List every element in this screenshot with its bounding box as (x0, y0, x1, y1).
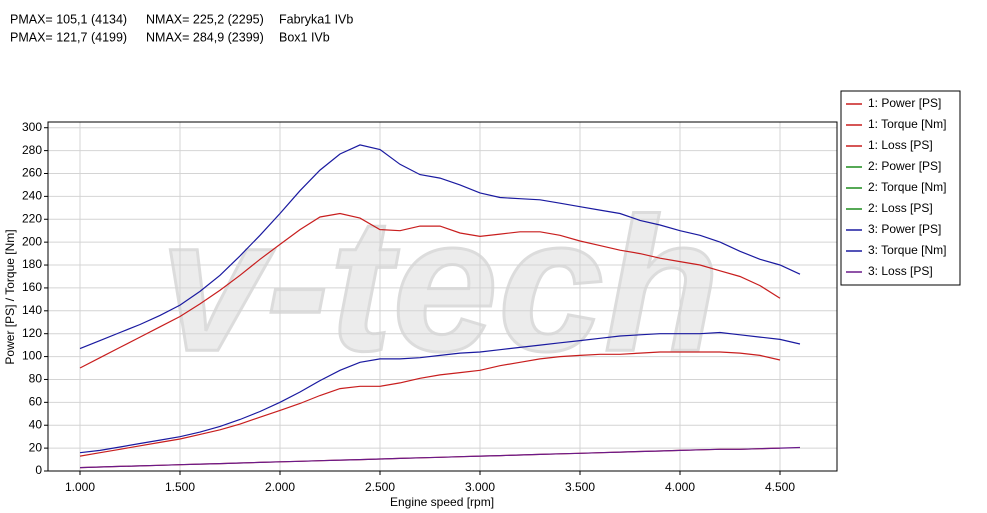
header-text: NMAX= 225,2 (2295) (146, 12, 264, 26)
y-tick-label: 200 (22, 234, 42, 248)
y-tick-label: 240 (22, 189, 42, 203)
watermark-group: v-tech (159, 178, 722, 393)
y-tick-label: 140 (22, 303, 42, 317)
lines (79, 144, 801, 469)
x-axis-label: Engine speed [rpm] (390, 495, 494, 509)
header-text: PMAX= 121,7 (4199) (10, 30, 127, 44)
x-tick-label: 2.500 (365, 480, 395, 494)
y-tick-label: 280 (22, 143, 42, 157)
series-line (79, 446, 801, 469)
legend-label: 1: Torque [Nm] (868, 117, 946, 131)
y-tick-label: 40 (29, 417, 43, 431)
y-tick-label: 160 (22, 280, 42, 294)
y-tick-label: 120 (22, 326, 42, 340)
y-tick-label: 220 (22, 211, 42, 225)
x-tick-label: 4.500 (765, 480, 795, 494)
y-tick-label: 20 (29, 440, 43, 454)
plot-frame (47, 121, 838, 472)
series-line (79, 351, 781, 457)
header-text: PMAX= 105,1 (4134) (10, 12, 127, 26)
series-line (79, 331, 801, 454)
y-tick-label: 80 (29, 372, 43, 386)
x-tick-label: 4.000 (665, 480, 695, 494)
y-tick-label: 0 (35, 463, 42, 477)
x-tick-label: 3.500 (565, 480, 595, 494)
legend-label: 2: Power [PS] (868, 159, 941, 173)
y-tick-label: 60 (29, 395, 43, 409)
series-line (79, 144, 801, 350)
y-tick-label: 260 (22, 166, 42, 180)
legend-label: 3: Torque [Nm] (868, 243, 946, 257)
header-text: Box1 IVb (279, 30, 330, 44)
header-text: NMAX= 284,9 (2399) (146, 30, 264, 44)
legend-label: 2: Torque [Nm] (868, 180, 946, 194)
series-line (79, 212, 781, 369)
x-tick-label: 3.000 (465, 480, 495, 494)
y-axis-label: Power [PS] / Torque [Nm] (3, 229, 17, 364)
legend-label: 2: Loss [PS] (868, 201, 933, 215)
legend: 1: Power [PS] 1: Torque [Nm] 1: Loss [PS] 2… (846, 96, 946, 278)
axes: 0 20 40 60 80 100 120 140 160 180 200 220 240 260 280 3… (22, 120, 795, 494)
header-text: Fabryka1 IVb (279, 12, 353, 26)
x-tick-label: 1.500 (165, 480, 195, 494)
legend-label: 3: Loss [PS] (868, 264, 933, 278)
legend-label: 1: Power [PS] (868, 96, 941, 110)
watermark: v-tech (160, 179, 720, 391)
x-tick-label: 2.000 (265, 480, 295, 494)
y-tick-label: 300 (22, 120, 42, 134)
y-tick-label: 180 (22, 257, 42, 271)
y-tick-label: 100 (22, 349, 42, 363)
legend-label: 1: Loss [PS] (868, 138, 933, 152)
legend-label: 3: Power [PS] (868, 222, 941, 236)
x-tick-label: 1.000 (65, 480, 95, 494)
header: PMAX= 105,1 (4134) NMAX= 225,2 (2295) Fabr… (10, 12, 353, 44)
